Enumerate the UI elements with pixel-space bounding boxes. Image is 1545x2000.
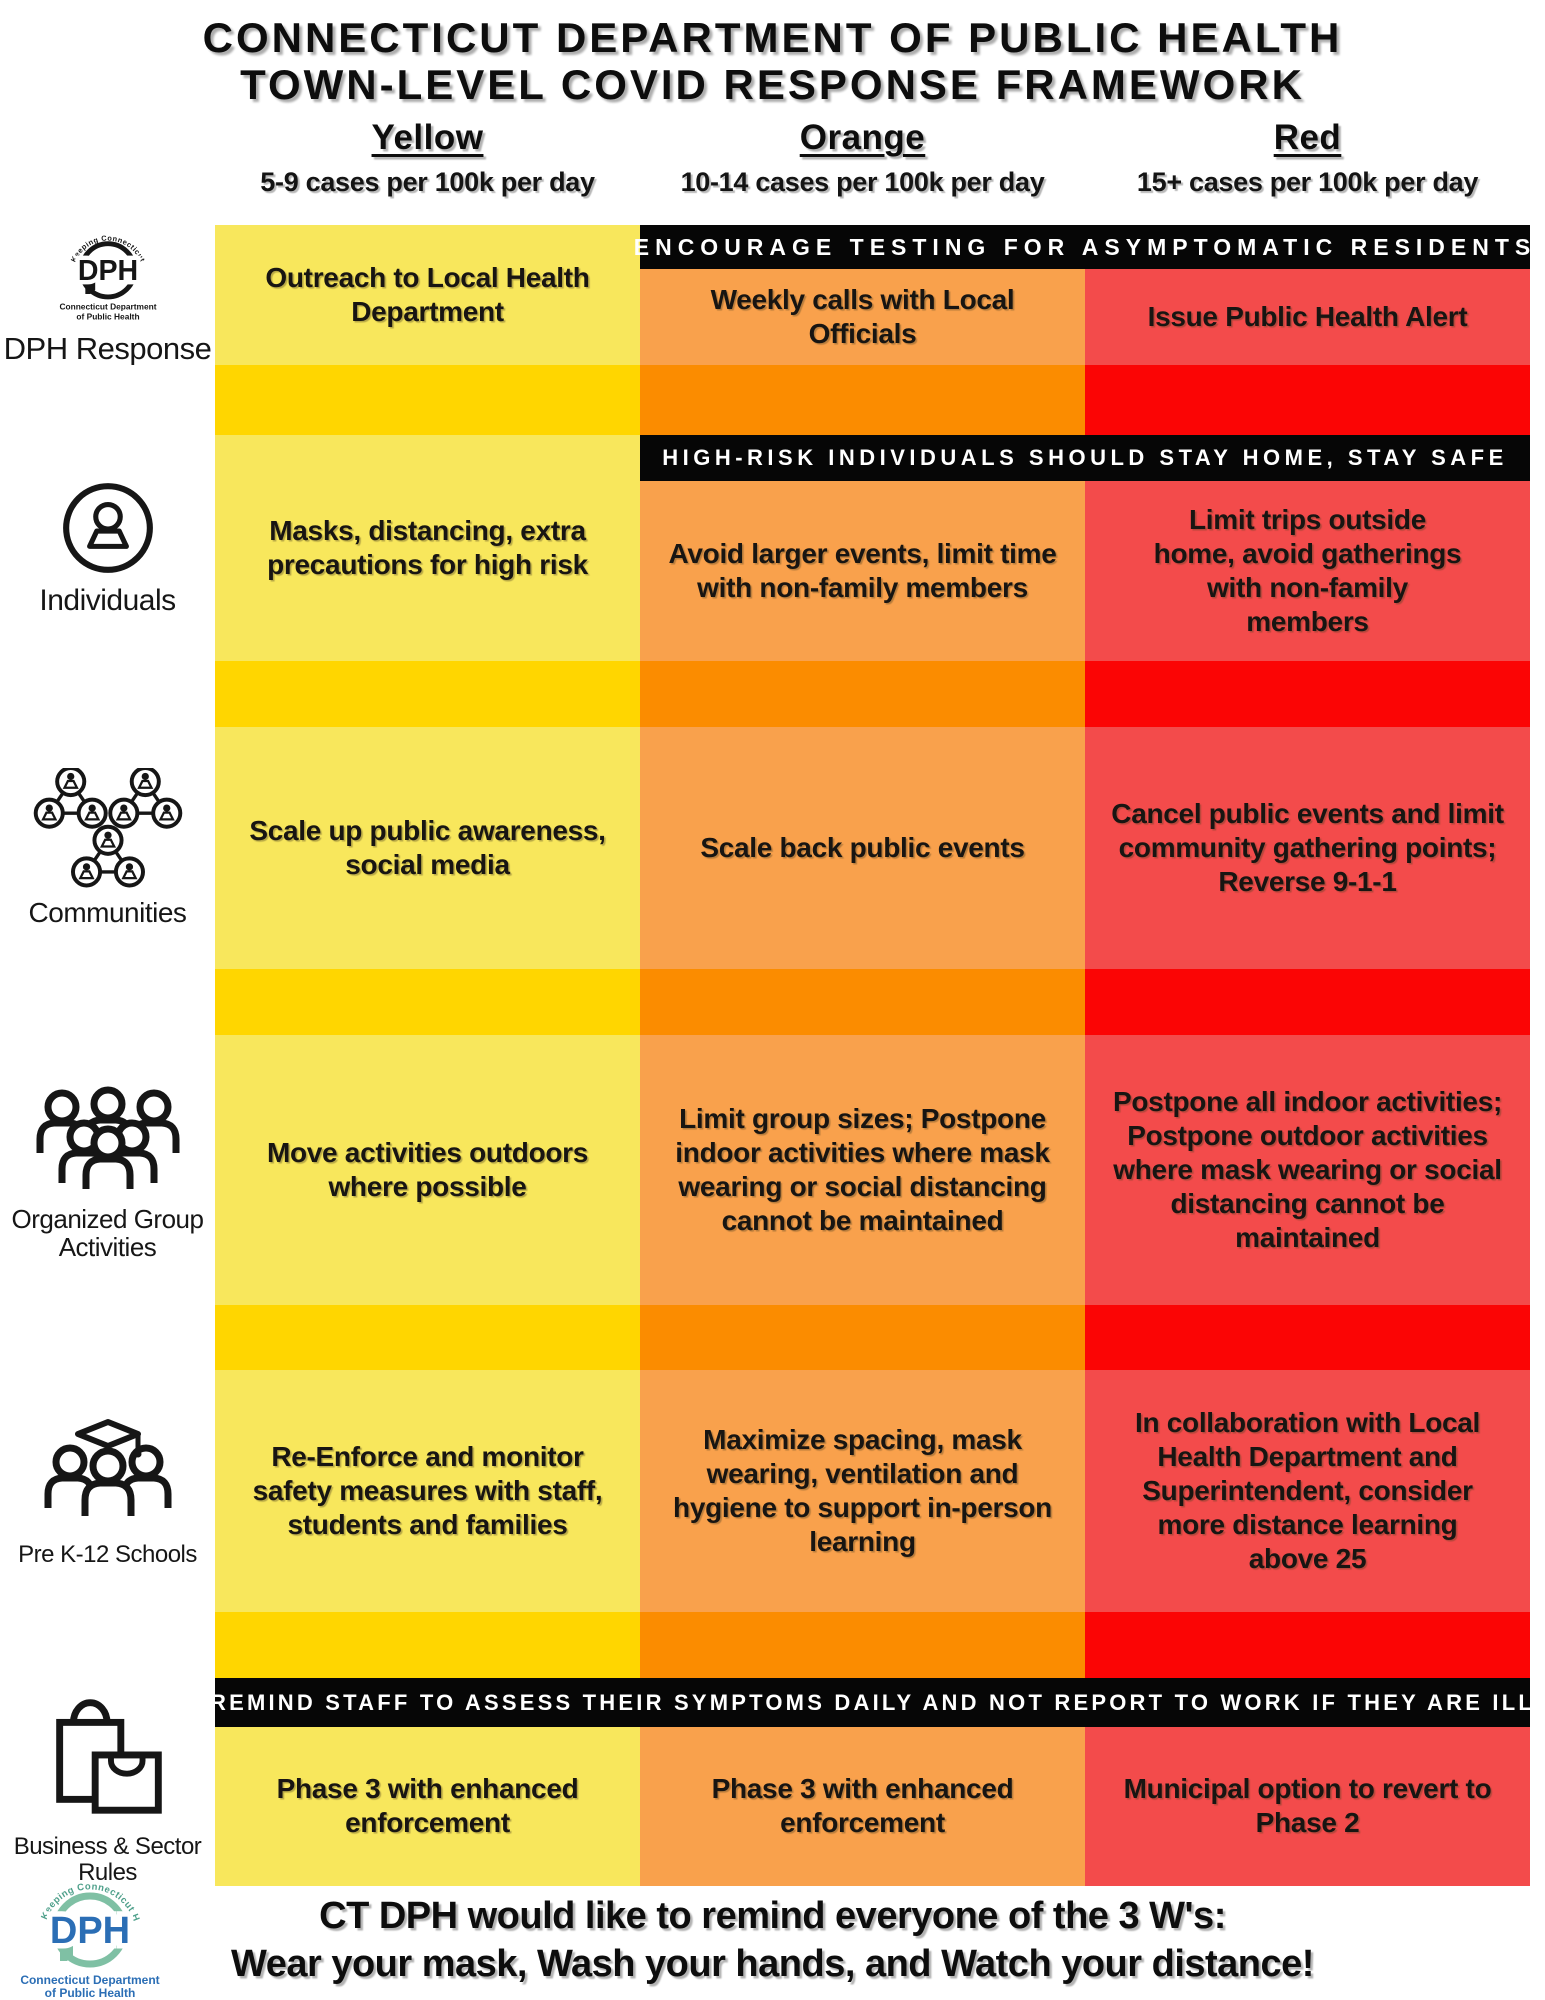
row-label-schools: Pre K-12 Schools	[0, 1370, 215, 1612]
schools-icon	[28, 1419, 188, 1517]
column-header-red: Red 15+ cases per 100k per day	[1085, 118, 1530, 198]
row-dph-response: Keeping Connecticut Healthy DPH Connecti…	[0, 225, 1530, 365]
cell-dph-yellow: Outreach to Local Health Department	[215, 225, 640, 365]
cell-individuals-red: Limit trips outside home, avoid gatherin…	[1085, 481, 1530, 661]
row-label-text: Individuals	[39, 583, 176, 617]
column-subtitle-yellow: 5-9 cases per 100k per day	[260, 167, 595, 197]
footer-line1: CT DPH would like to remind everyone of …	[319, 1895, 1226, 1937]
cell-communities-red: Cancel public events and limit community…	[1085, 727, 1530, 969]
column-headers: Yellow 5-9 cases per 100k per day Orange…	[215, 118, 1530, 198]
row-label-text: Organized Group Activities	[11, 1203, 204, 1262]
separator-band	[0, 1305, 1530, 1370]
cell-communities-orange: Scale back public events	[640, 727, 1085, 969]
dph-footer-logo: Keeping Connecticut Healthy DPH Connecti…	[14, 1872, 164, 2000]
title-line2: TOWN-LEVEL COVID RESPONSE FRAMEWORK	[240, 61, 1305, 109]
row-label-text: Pre K-12 Schools	[18, 1541, 197, 1569]
svg-text:of Public Health: of Public Health	[45, 1986, 136, 2000]
title-line1: CONNECTICUT DEPARTMENT OF PUBLIC HEALTH	[202, 14, 1343, 61]
row-label-organized-group: Organized Group Activities	[0, 1035, 215, 1305]
row6-banner-and-cells: REMIND STAFF TO ASSESS THEIR SYMPTOMS DA…	[210, 1678, 1532, 1886]
row2-orange-red-area: HIGH-RISK INDIVIDUALS SHOULD STAY HOME, …	[640, 435, 1530, 661]
dph-color-logo-icon: Keeping Connecticut Healthy DPH Connecti…	[14, 1872, 160, 2000]
row-label-text: Business & Sector Rules	[13, 1833, 202, 1886]
column-name-yellow: Yellow	[371, 118, 484, 157]
cell-group-red: Postpone all indoor activities; Postpone…	[1085, 1035, 1530, 1305]
svg-text:Connecticut Department: Connecticut Department	[59, 302, 156, 312]
column-name-red: Red	[1273, 118, 1342, 157]
row-label-business: Business & Sector Rules	[0, 1678, 215, 1886]
svg-text:of Public Health: of Public Health	[76, 312, 139, 322]
row-business-sector-rules: Business & Sector Rules REMIND STAFF TO …	[0, 1678, 1532, 1886]
column-subtitle-red: 15+ cases per 100k per day	[1136, 167, 1479, 197]
footer-line2: Wear your mask, Wash your hands, and Wat…	[231, 1942, 1314, 1985]
cell-schools-yellow: Re-Enforce and monitor safety measures w…	[215, 1370, 640, 1612]
column-subtitle-orange: 10-14 cases per 100k per day	[680, 167, 1045, 197]
dph-logo-icon: Keeping Connecticut Healthy DPH Connecti…	[52, 225, 157, 322]
column-header-orange: Orange 10-14 cases per 100k per day	[640, 118, 1085, 198]
cell-dph-orange: Weekly calls with Local Officials	[640, 269, 1085, 365]
separator-band	[0, 661, 1530, 727]
cell-business-orange: Phase 3 with enhanced enforcement	[640, 1727, 1085, 1886]
cell-business-red: Municipal option to revert to Phase 2	[1085, 1727, 1530, 1886]
banner-encourage-testing: ENCOURAGE TESTING FOR ASYMPTOMATIC RESID…	[634, 225, 1530, 269]
row-organized-group-activities: Organized Group Activities Move activiti…	[0, 1035, 1530, 1305]
row-label-individuals: Individuals	[0, 435, 215, 661]
banner-remind-staff: REMIND STAFF TO ASSESS THEIR SYMPTOMS DA…	[210, 1678, 1532, 1727]
separator-band	[0, 969, 1530, 1035]
column-header-yellow: Yellow 5-9 cases per 100k per day	[215, 118, 640, 198]
row-label-dph-response: Keeping Connecticut Healthy DPH Connecti…	[0, 225, 215, 365]
separator-band	[0, 1612, 1530, 1678]
svg-text:DPH: DPH	[50, 1910, 130, 1952]
cell-business-yellow: Phase 3 with enhanced enforcement	[215, 1727, 640, 1886]
row-label-communities: Communities	[0, 727, 215, 969]
page-title: CONNECTICUT DEPARTMENT OF PUBLIC HEALTH …	[0, 14, 1545, 108]
row-label-text: DPH Response	[3, 330, 212, 366]
cell-dph-red: Issue Public Health Alert	[1085, 269, 1530, 365]
separator-band	[0, 365, 1530, 435]
individual-icon	[62, 482, 153, 573]
cell-schools-red: In collaboration with Local Health Depar…	[1085, 1370, 1530, 1612]
cell-group-orange: Limit group sizes; Postpone indoor activ…	[640, 1035, 1085, 1305]
communities-icon	[32, 768, 184, 890]
cell-schools-orange: Maximize spacing, mask wearing, ventilat…	[640, 1370, 1085, 1612]
column-name-orange: Orange	[799, 118, 926, 157]
cell-group-yellow: Move activities outdoors where possible	[215, 1035, 640, 1305]
row-label-text: Communities	[28, 896, 187, 928]
framework-table: Keeping Connecticut Healthy DPH Connecti…	[0, 225, 1532, 1886]
row-individuals: Individuals Masks, distancing, extra pre…	[0, 435, 1530, 661]
svg-text:DPH: DPH	[77, 255, 137, 287]
cell-individuals-yellow: Masks, distancing, extra precautions for…	[215, 435, 640, 661]
business-icon	[55, 1699, 162, 1814]
footer-reminder: CT DPH would like to remind everyone of …	[0, 1893, 1545, 1988]
row1-orange-red-area: ENCOURAGE TESTING FOR ASYMPTOMATIC RESID…	[634, 225, 1530, 365]
cell-individuals-orange: Avoid larger events, limit time with non…	[640, 481, 1085, 661]
cell-communities-yellow: Scale up public awareness, social media	[215, 727, 640, 969]
row-pre-k12-schools: Pre K-12 Schools Re-Enforce and monitor …	[0, 1370, 1530, 1612]
group-activities-icon	[29, 1079, 187, 1197]
svg-text:Connecticut Department: Connecticut Department	[20, 1973, 159, 1987]
banner-high-risk: HIGH-RISK INDIVIDUALS SHOULD STAY HOME, …	[640, 435, 1530, 481]
row-communities: Communities Scale up public awareness, s…	[0, 727, 1530, 969]
